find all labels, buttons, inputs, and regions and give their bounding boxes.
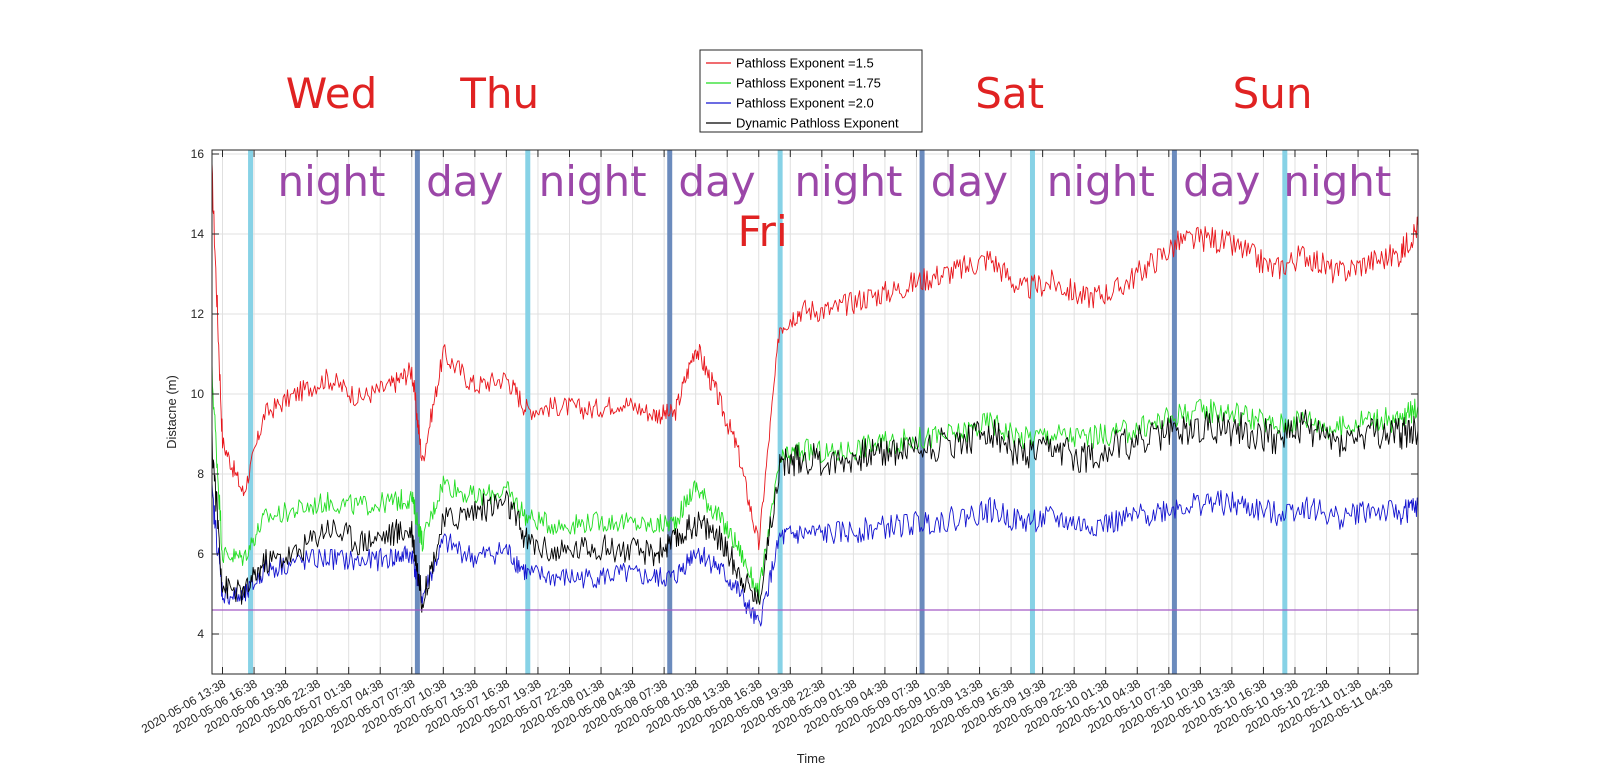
y-tick-label: 12 (191, 307, 205, 321)
series-line (211, 409, 1419, 613)
series-lines (211, 162, 1419, 627)
period-label-night: night (1283, 157, 1391, 206)
plot-frame (211, 149, 1419, 675)
y-tick-label: 16 (191, 147, 205, 161)
period-label-day: day (1183, 157, 1260, 206)
period-label-night: night (1047, 157, 1155, 206)
legend-label: Pathloss Exponent =1.75 (736, 76, 881, 91)
x-axis-title: Time (797, 751, 825, 766)
legend-label: Pathloss Exponent =2.0 (736, 96, 874, 111)
period-label-night: night (277, 157, 385, 206)
y-tick-label: 14 (191, 227, 205, 241)
y-tick-label: 4 (197, 627, 204, 641)
y-tick-label: 10 (191, 387, 205, 401)
weekday-label: Fri (738, 207, 788, 256)
series-line (211, 162, 1419, 551)
period-label-day: day (931, 157, 1008, 206)
period-label-night: night (794, 157, 902, 206)
y-axis-title: Distacne (m) (164, 375, 179, 449)
annotations: night day night day night day night day night Wed… (277, 69, 1391, 256)
weekday-label: Thu (459, 69, 539, 118)
series-line (211, 482, 1419, 627)
y-axis-ticks: 4 6 8 10 12 14 16 (191, 147, 1418, 641)
period-label-day: day (678, 157, 755, 206)
weekday-label: Sat (975, 69, 1044, 118)
plot-background (212, 150, 1418, 674)
legend-label: Pathloss Exponent =1.5 (736, 56, 874, 71)
weekday-label: Sun (1233, 69, 1313, 118)
legend: Pathloss Exponent =1.5 Pathloss Exponent … (699, 49, 923, 133)
y-tick-label: 8 (197, 467, 204, 481)
legend-box (699, 49, 923, 133)
period-label-night: night (539, 157, 647, 206)
legend-label: Dynamic Pathloss Exponent (736, 116, 899, 131)
weekday-label: Wed (286, 69, 378, 118)
grid-lines (212, 150, 1418, 674)
y-tick-label: 6 (197, 547, 204, 561)
period-label-day: day (426, 157, 503, 206)
